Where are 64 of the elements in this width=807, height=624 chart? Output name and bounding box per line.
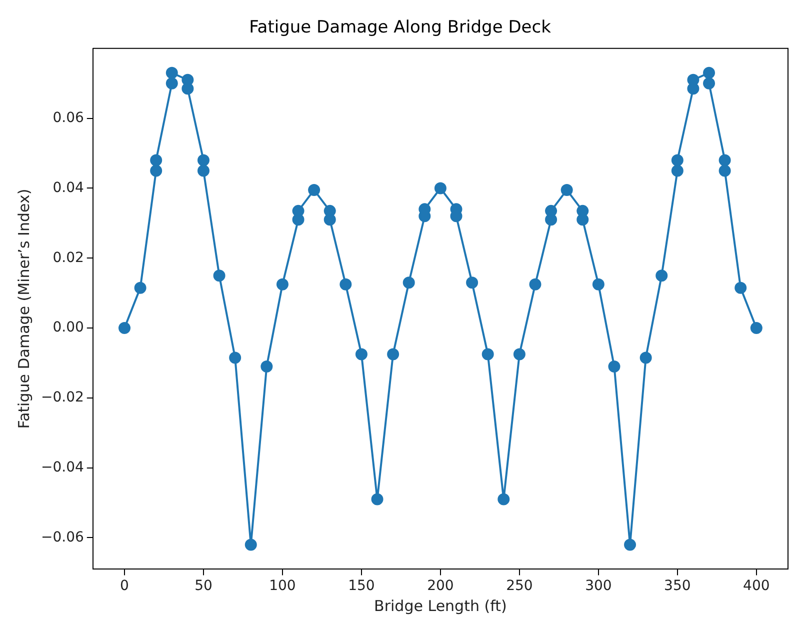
x-tick-label: 400	[743, 578, 770, 594]
point	[166, 66, 178, 79]
x-tick-label: 250	[506, 578, 533, 594]
point	[750, 322, 762, 334]
point	[244, 538, 257, 551]
point	[687, 74, 700, 86]
point	[134, 282, 146, 294]
y-tick-label: 0.06	[52, 110, 84, 126]
point	[402, 276, 415, 289]
point	[229, 352, 242, 364]
point	[656, 270, 668, 282]
x-tick-label: 200	[427, 578, 454, 594]
y-axis-title: Fatigue Damage (Miner’s Index)	[14, 188, 33, 429]
x-tick-label: 300	[585, 578, 612, 594]
point	[260, 360, 273, 372]
point	[292, 204, 304, 217]
point	[608, 360, 620, 372]
point	[671, 164, 684, 177]
point	[592, 278, 604, 290]
point	[576, 214, 589, 226]
point	[498, 493, 510, 506]
point	[324, 214, 336, 226]
y-tick-label: −0.04	[40, 459, 84, 476]
point	[718, 164, 731, 177]
y-tick-label: 0.04	[52, 180, 84, 196]
point	[734, 282, 747, 294]
point	[545, 204, 558, 217]
x-tick-label: 100	[269, 578, 296, 594]
point	[150, 154, 162, 166]
point	[150, 164, 162, 177]
point	[624, 538, 636, 551]
point	[434, 182, 446, 194]
x-tick-label: 350	[664, 578, 691, 594]
point	[308, 184, 320, 196]
point	[340, 278, 352, 290]
x-axis-title: Bridge Length (ft)	[374, 596, 507, 615]
point	[703, 77, 716, 90]
x-tick-label: 0	[120, 578, 129, 594]
point	[355, 348, 368, 360]
point	[197, 154, 210, 166]
chart-title: Fatigue Damage Along Bridge Deck	[249, 18, 552, 38]
point	[371, 493, 384, 506]
y-tick-label: −0.02	[40, 390, 84, 406]
point	[640, 352, 652, 364]
point	[118, 322, 130, 334]
point	[166, 77, 178, 90]
point	[213, 270, 226, 282]
y-tick-label: 0.02	[52, 250, 84, 266]
point	[529, 278, 542, 290]
point	[276, 278, 288, 290]
point	[513, 348, 526, 360]
x-tick-label: 150	[348, 578, 375, 594]
y-tick-label: −0.06	[40, 529, 84, 546]
point	[718, 154, 731, 166]
y-tick-label: 0.00	[52, 320, 84, 336]
point	[671, 154, 684, 166]
point	[703, 66, 716, 79]
point	[182, 82, 194, 95]
point	[560, 184, 573, 196]
point	[466, 276, 478, 289]
point	[387, 348, 400, 360]
point	[482, 348, 494, 360]
point	[197, 164, 210, 177]
x-tick-label: 50	[194, 578, 212, 594]
